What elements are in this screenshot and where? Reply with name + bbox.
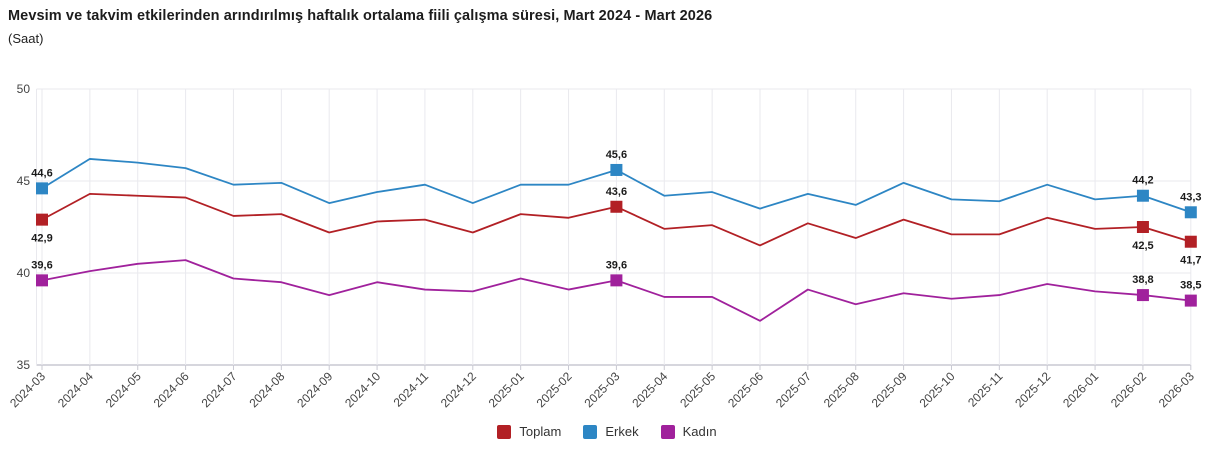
- marker-kadın-2025-03[interactable]: [610, 274, 623, 287]
- marker-kadın-2024-03[interactable]: [36, 274, 48, 287]
- x-tick-label: 2025-04: [629, 369, 670, 410]
- marker-toplam-2025-03[interactable]: [610, 200, 623, 213]
- legend-label: Erkek: [605, 424, 639, 439]
- x-tick-label: 2024-03: [7, 369, 48, 410]
- legend-label: Toplam: [519, 424, 562, 439]
- marker-toplam-2026-02[interactable]: [1136, 221, 1149, 233]
- legend-label: Kadın: [682, 424, 717, 439]
- y-tick-label: 40: [17, 266, 31, 280]
- chart-title: Mevsim ve takvim etkilerinden arındırılm…: [8, 8, 713, 24]
- marker-erkek-2026-03[interactable]: [1184, 206, 1197, 219]
- x-tick-label: 2024-06: [151, 369, 192, 410]
- marker-erkek-2025-03[interactable]: [610, 163, 623, 176]
- x-tick-label: 2024-12: [438, 369, 479, 410]
- marker-toplam-2026-03[interactable]: [1184, 235, 1197, 248]
- line-chart: 35 40 45 50 2024-03 2024-04 2024-05 2024-06 2024…: [7, 82, 1201, 410]
- data-label-erkek-2024-03: 44,6: [31, 167, 52, 179]
- marker-kadın-2026-03[interactable]: [1184, 294, 1197, 307]
- x-tick-label: 2024-07: [199, 369, 240, 410]
- chart-legend: Toplam Erkek Kadın: [0, 424, 1214, 439]
- x-tick-label: 2024-09: [294, 369, 335, 410]
- legend-swatch-toplam: [497, 424, 512, 439]
- y-tick-label: 35: [17, 358, 31, 372]
- data-label-kadın-2024-03: 39,6: [31, 259, 52, 271]
- x-tick-label: 2024-10: [342, 369, 383, 410]
- x-tick-label: 2025-08: [821, 369, 862, 410]
- x-tick-label: 2025-10: [917, 369, 958, 410]
- legend-item-erkek[interactable]: Erkek: [583, 424, 639, 439]
- data-label-erkek-2026-03: 43,3: [1180, 191, 1201, 203]
- marker-toplam-2024-03[interactable]: [36, 213, 48, 226]
- marker-erkek-2024-03[interactable]: [36, 182, 48, 195]
- data-label-erkek-2026-02: 44,2: [1132, 175, 1153, 187]
- data-label-erkek-2025-03: 45,6: [606, 149, 627, 161]
- data-label-kadın-2026-03: 38,5: [1180, 280, 1201, 292]
- data-label-toplam-2024-03: 42,9: [31, 233, 52, 245]
- data-label-toplam-2026-02: 42,5: [1132, 240, 1153, 252]
- x-tick-label: 2026-03: [1156, 369, 1197, 410]
- y-tick-label: 50: [17, 82, 31, 96]
- x-tick-label: 2026-01: [1060, 369, 1101, 410]
- x-tick-label: 2025-11: [965, 369, 1006, 410]
- legend-item-toplam[interactable]: Toplam: [497, 424, 561, 439]
- x-tick-label: 2024-05: [103, 369, 144, 410]
- data-label-kadın-2026-02: 38,8: [1132, 274, 1153, 286]
- legend-item-kadın[interactable]: Kadın: [660, 424, 717, 439]
- data-label-kadın-2025-03: 39,6: [606, 259, 627, 271]
- data-label-toplam-2025-03: 43,6: [606, 186, 627, 198]
- y-tick-label: 45: [17, 174, 31, 188]
- x-tick-label: 2025-06: [725, 369, 766, 410]
- x-tick-label: 2024-08: [246, 369, 287, 410]
- x-tick-label: 2025-12: [1012, 369, 1053, 410]
- x-tick-label: 2025-09: [869, 369, 910, 410]
- x-tick-label: 2026-02: [1108, 369, 1149, 410]
- x-tick-label: 2024-11: [391, 369, 432, 410]
- x-tick-label: 2025-03: [581, 369, 622, 410]
- x-tick-label: 2025-07: [773, 369, 814, 410]
- data-label-toplam-2026-03: 41,7: [1180, 255, 1201, 267]
- legend-swatch-erkek: [583, 424, 598, 439]
- marker-erkek-2026-02[interactable]: [1136, 189, 1149, 202]
- x-tick-label: 2025-02: [534, 369, 575, 410]
- legend-swatch-kadın: [660, 424, 675, 439]
- marker-kadın-2026-02[interactable]: [1136, 289, 1149, 302]
- x-tick-label: 2025-01: [486, 369, 527, 410]
- chart-subtitle: (Saat): [8, 31, 44, 46]
- x-tick-label: 2025-05: [677, 369, 718, 410]
- x-tick-label: 2024-04: [55, 369, 96, 410]
